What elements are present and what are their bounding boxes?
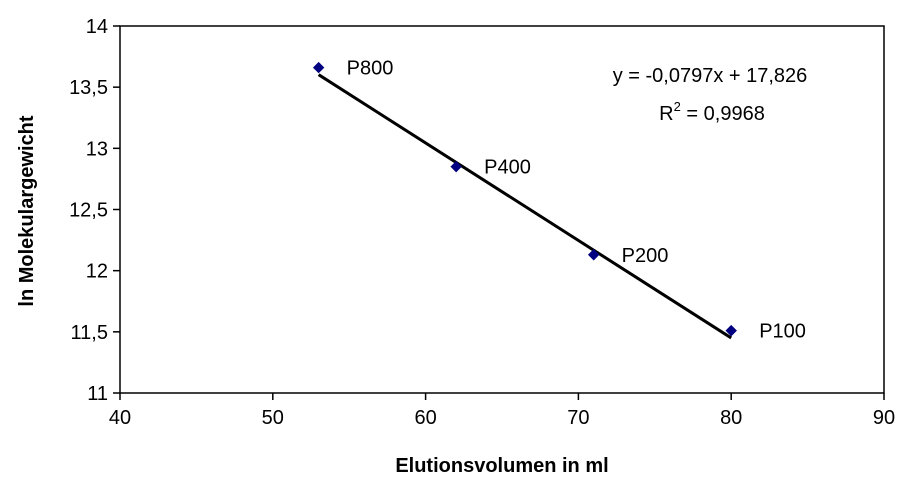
point-labels: P800 P400 P200 P100 (347, 58, 806, 343)
x-tick-label: 90 (873, 407, 895, 429)
data-points (312, 61, 737, 337)
x-axis-title: Elutionsvolumen in ml (395, 455, 608, 477)
y-tick-label: 11 (87, 383, 108, 405)
x-tick-label: 40 (109, 407, 131, 429)
x-tick-label: 70 (567, 407, 589, 429)
y-axis-ticks: 11 11,5 12 12,5 13 13,5 14 (69, 16, 120, 405)
x-tick-label: 80 (720, 407, 742, 429)
y-tick-label: 12,5 (69, 200, 108, 222)
y-tick-label: 13 (86, 138, 108, 160)
y-tick-label: 11,5 (71, 322, 108, 344)
x-axis-ticks: 40 50 60 70 80 90 (109, 393, 895, 429)
data-point-marker (587, 249, 600, 261)
plot-area (119, 25, 885, 394)
point-label: P400 (484, 157, 531, 179)
r-squared: R2 = 0,9968 (659, 99, 765, 125)
y-tick-label: 14 (86, 16, 108, 38)
point-label: P200 (622, 245, 669, 267)
data-point-marker (312, 61, 325, 74)
data-point-marker (725, 324, 737, 337)
point-label: P100 (759, 321, 806, 343)
y-axis-title: ln Molekulargewicht (16, 115, 38, 306)
trendline-equation: y = -0,0797x + 17,826 (613, 65, 808, 87)
x-tick-label: 50 (262, 407, 284, 429)
y-tick-label: 12 (86, 261, 108, 283)
data-point-marker (450, 160, 462, 173)
x-tick-label: 60 (414, 407, 436, 429)
point-label: P800 (347, 58, 394, 80)
trendline (317, 73, 733, 340)
y-tick-label: 13,5 (69, 77, 108, 99)
